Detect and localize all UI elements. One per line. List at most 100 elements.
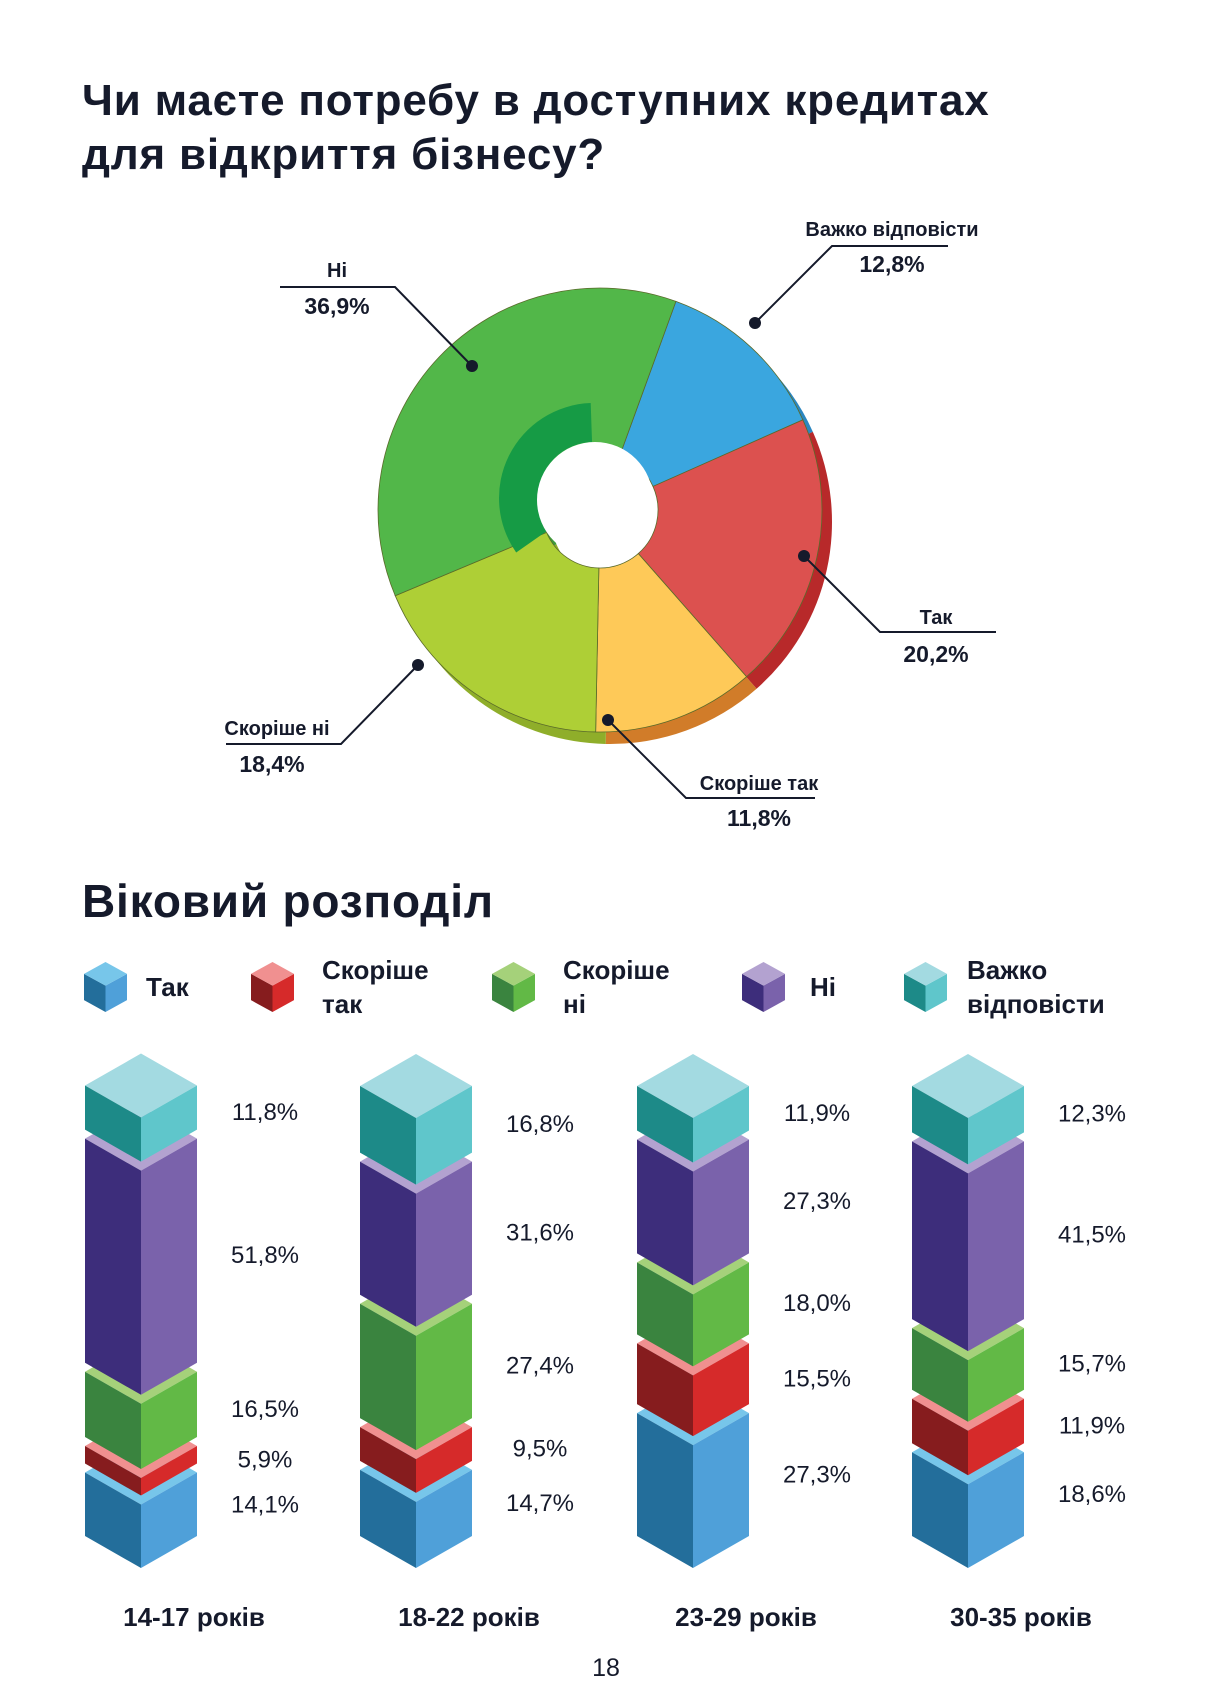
slice-value: 20,2% — [903, 641, 968, 667]
legend-cube-icon — [84, 962, 127, 1017]
donut-inner-wall — [499, 403, 593, 553]
legend-cube-icon — [742, 962, 785, 1017]
leader-dot — [412, 659, 424, 671]
segment-right-face — [141, 1138, 197, 1395]
donut-slice — [637, 419, 823, 678]
leader-line — [226, 664, 419, 745]
segment-right-face — [141, 1472, 197, 1568]
leader-dot — [749, 317, 761, 329]
slice-value: 18,4% — [239, 751, 304, 777]
bar-column — [360, 1054, 472, 1568]
segment-right-face — [416, 1303, 472, 1451]
leader-dot — [602, 714, 614, 726]
segment-right-face — [693, 1413, 749, 1568]
age-group-label: 14-17 років — [123, 1602, 265, 1632]
legend-cube-icon — [492, 962, 535, 1017]
bar-segment — [360, 1054, 472, 1185]
legend-label: Так — [146, 972, 189, 1002]
segment-value-label: 18,6% — [1058, 1481, 1126, 1508]
page-number: 18 — [592, 1654, 620, 1682]
leader-line — [754, 245, 948, 324]
segment-value-label: 27,4% — [506, 1352, 574, 1379]
segment-left-face — [912, 1398, 968, 1476]
donut-slice — [394, 531, 600, 733]
segment-left-face — [360, 1161, 416, 1327]
leader-line — [607, 719, 815, 799]
leader-line — [280, 286, 473, 367]
legend-label: Скоріше ні — [563, 955, 670, 1019]
segment-left-face — [85, 1371, 141, 1469]
segment-value-label: 14,7% — [506, 1490, 574, 1517]
slice-value: 12,8% — [859, 251, 924, 277]
age-group-label: 23-29 років — [675, 1602, 817, 1632]
segment-left-face — [85, 1085, 141, 1162]
donut-slice — [595, 552, 748, 733]
segment-left-face — [85, 1138, 141, 1395]
legend-label: Важко відповісти — [967, 955, 1105, 1019]
segment-right-face — [416, 1469, 472, 1568]
segment-right-face — [693, 1343, 749, 1437]
legend-cube-icon — [251, 962, 294, 1017]
segment-right-face — [968, 1452, 1024, 1568]
bar-segment — [637, 1054, 749, 1163]
segment-left-face — [637, 1343, 693, 1437]
leader-dot — [466, 360, 478, 372]
legend-label: Скоріше так — [322, 955, 429, 1019]
bar-column — [85, 1053, 197, 1568]
age-group-label: 18-22 років — [398, 1602, 540, 1632]
bar-column — [912, 1054, 1024, 1568]
legend-label: Ні — [810, 972, 836, 1002]
segment-value-label: 15,7% — [1058, 1350, 1126, 1377]
slice-label: Скоріше так — [700, 773, 819, 795]
bar-segment — [85, 1053, 197, 1162]
segment-value-label: 11,9% — [784, 1100, 850, 1127]
segment-left-face — [912, 1141, 968, 1352]
segment-value-label: 11,8% — [232, 1099, 298, 1126]
segment-right-face — [693, 1086, 749, 1163]
segment-value-label: 51,8% — [231, 1242, 299, 1269]
segment-left-face — [637, 1413, 693, 1568]
segment-right-face — [968, 1398, 1024, 1476]
segment-left-face — [637, 1086, 693, 1163]
leader-dot — [798, 550, 810, 562]
segment-value-label: 9,5% — [513, 1435, 568, 1462]
donut-chart: Ні 36,9% Важко відповісти 12,8% Так 20,2% Скор… — [224, 219, 996, 831]
title-line-1: Чи маєте потребу в доступних кредитах — [82, 76, 990, 125]
leader-line — [803, 555, 996, 633]
slice-label: Скоріше ні — [224, 718, 329, 740]
segment-value-label: 5,9% — [238, 1446, 293, 1473]
segment-value-label: 16,8% — [506, 1111, 574, 1138]
slice-label: Важко відповісти — [805, 219, 978, 241]
segment-left-face — [85, 1446, 141, 1496]
segment-left-face — [85, 1472, 141, 1568]
segment-right-face — [968, 1328, 1024, 1422]
slice-value: 11,8% — [727, 805, 791, 831]
segment-right-face — [416, 1427, 472, 1493]
bar-segment — [912, 1109, 1024, 1352]
legend-cube-icon — [904, 962, 947, 1017]
title-line-2: для відкриття бізнесу? — [82, 130, 606, 179]
age-group-label: 30-35 років — [950, 1602, 1092, 1632]
segment-value-label: 15,5% — [783, 1365, 851, 1392]
bar-segment — [912, 1054, 1024, 1165]
segment-value-label: 14,1% — [231, 1491, 299, 1518]
segment-right-face — [141, 1085, 197, 1162]
segment-left-face — [912, 1328, 968, 1422]
segment-value-label: 18,0% — [783, 1290, 851, 1317]
segment-value-label: 11,9% — [1059, 1413, 1125, 1440]
segment-right-face — [968, 1141, 1024, 1352]
segment-left-face — [360, 1303, 416, 1451]
slice-value: 36,9% — [304, 293, 369, 319]
segment-left-face — [912, 1452, 968, 1568]
segment-right-face — [693, 1262, 749, 1367]
segment-value-label: 16,5% — [231, 1396, 299, 1423]
donut-hole — [537, 442, 653, 558]
age-section-title: Віковий розподіл — [82, 875, 494, 927]
segment-left-face — [360, 1086, 416, 1185]
segment-value-label: 27,3% — [783, 1188, 851, 1215]
segment-left-face — [360, 1469, 416, 1568]
segment-left-face — [360, 1427, 416, 1493]
segment-value-label: 27,3% — [783, 1462, 851, 1489]
segment-left-face — [637, 1139, 693, 1286]
